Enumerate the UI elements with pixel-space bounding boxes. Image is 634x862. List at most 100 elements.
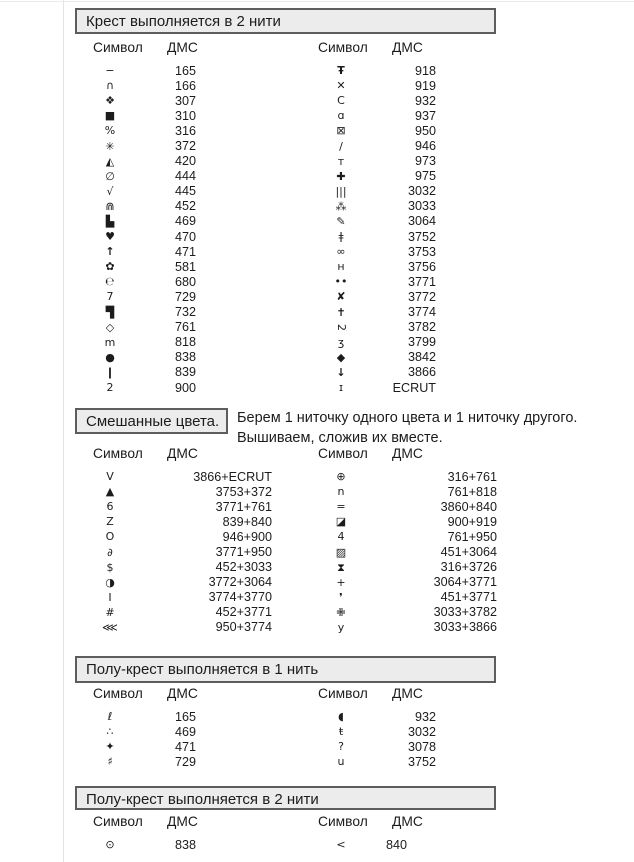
dmc-number: 3771 xyxy=(407,274,436,289)
legend-row: / 946 xyxy=(318,138,436,153)
stitch-symbol: √ xyxy=(106,184,114,198)
dmc-number: 3782 xyxy=(407,320,436,335)
dmc-number: 471 xyxy=(174,739,196,754)
stitch-symbol: ɑ xyxy=(337,109,345,123)
dmc-number: 3752 xyxy=(407,229,436,244)
symbol-column-header: Символ xyxy=(318,446,368,461)
stitch-symbol: ◆ xyxy=(336,350,346,364)
dmc-column-header: ДМС xyxy=(392,814,423,829)
legend-row: ▜ 732 xyxy=(93,305,198,320)
dmc-number: 950 xyxy=(414,123,436,138)
stitch-symbol: ⊠ xyxy=(336,124,346,138)
stitch-symbol: ◇ xyxy=(105,320,115,334)
legend-row: ▨ 451+3064 xyxy=(318,544,497,559)
legend-row: ℮ 680 xyxy=(93,274,198,289)
half-cross-1-left-table: Символ ДМС ℓ 165 ∴ 469 ✦ 471 ♯ 729 xyxy=(93,686,198,769)
dmc-number: 316+3726 xyxy=(440,560,497,575)
stitch-symbol: ◪ xyxy=(335,515,347,529)
legend-row: ✿ 581 xyxy=(93,259,198,274)
legend-row: O 946+900 xyxy=(93,529,272,544)
legend-row: ✝ 3774 xyxy=(318,305,436,320)
stitch-symbol: ■ xyxy=(104,109,116,123)
stitch-symbol: ✚ xyxy=(336,169,346,183)
stitch-symbol: ✘ xyxy=(336,290,346,304)
dmc-number: 469 xyxy=(174,724,196,739)
column-headers: Символ ДМС xyxy=(318,686,436,702)
dmc-number: 3064 xyxy=(407,214,436,229)
stitch-symbol: $ xyxy=(106,560,114,574)
legend-row: н 3756 xyxy=(318,259,436,274)
mixed-colors-left-table: Символ ДМС V 3866+ECRUT ▲ 3753+372 6 3771+761 Z 8… xyxy=(93,446,272,635)
dmc-number: 469 xyxy=(174,214,196,229)
dmc-number: 3032 xyxy=(407,724,436,739)
dmc-number: 3860+840 xyxy=(440,499,497,514)
legend-row: 6 3771+761 xyxy=(93,499,273,514)
stitch-symbol: ◑ xyxy=(105,575,115,589)
dmc-number: 3753 xyxy=(407,244,436,259)
stitch-symbol: •• xyxy=(334,275,348,289)
dmc-number: 918 xyxy=(414,63,436,78)
legend-row: 7 729 xyxy=(93,289,198,304)
stitch-symbol: C xyxy=(337,94,345,108)
section-header-cross-2-threads: Крест выполняется в 2 нити xyxy=(75,8,496,34)
legend-row: ✚ 975 xyxy=(318,169,436,184)
stitch-symbol: u xyxy=(337,755,345,769)
dmc-number: 471 xyxy=(174,244,196,259)
stitch-symbol: ∞ xyxy=(336,245,346,259)
dmc-number: 3753+372 xyxy=(215,484,272,499)
dmc-number: 3772+3064 xyxy=(208,575,272,590)
stitch-symbol: ∅ xyxy=(105,169,115,183)
symbol-column-header: Символ xyxy=(93,446,143,461)
column-headers: Символ ДМС xyxy=(93,814,198,830)
legend-row: ❖ 307 xyxy=(93,93,198,108)
dmc-number: 452 xyxy=(174,199,196,214)
dmc-number: 919 xyxy=(414,78,436,93)
dmc-number: 445 xyxy=(174,184,196,199)
dmc-number: 3799 xyxy=(407,335,436,350)
stitch-symbol: ? xyxy=(338,740,344,754)
legend-row: m 818 xyxy=(93,335,198,350)
stitch-symbol: ❜ xyxy=(339,590,343,604)
section-title: Полу-крест выполняется в 1 нить xyxy=(86,661,319,678)
dmc-number: 3771+761 xyxy=(215,499,272,514)
legend-row: ⋒ 452 xyxy=(93,199,198,214)
column-headers: Символ ДМС xyxy=(318,40,436,56)
dmc-column-header: ДМС xyxy=(167,40,198,55)
legend-row: ✦ 471 xyxy=(93,739,198,754)
stitch-symbol: ⁂ xyxy=(335,199,347,213)
legend-row: ■ 310 xyxy=(93,108,198,123)
dmc-number: 3842 xyxy=(407,350,436,365)
stitch-symbol: ▜ xyxy=(105,305,115,319)
dmc-number: 973 xyxy=(414,154,436,169)
dmc-number: 452+3033 xyxy=(215,560,272,575)
stitch-symbol: ✝ xyxy=(336,305,346,319)
stitch-symbol: ▙ xyxy=(105,214,115,228)
legend-row: ✳ 372 xyxy=(93,138,198,153)
dmc-number: 839+840 xyxy=(222,514,272,529)
legend-row: ∅ 444 xyxy=(93,169,198,184)
dmc-number: 975 xyxy=(414,169,436,184)
dmc-number: 452+3771 xyxy=(215,605,272,620)
dmc-number: ECRUT xyxy=(392,380,436,395)
legend-row: ⁂ 3033 xyxy=(318,199,437,214)
dmc-number: 761 xyxy=(174,320,196,335)
dmc-number: 680 xyxy=(174,274,196,289)
dmc-number: 3774 xyxy=(407,305,436,320)
dmc-number: 937 xyxy=(414,108,436,123)
legend-row: т 973 xyxy=(318,154,436,169)
stitch-symbol: ❙ xyxy=(105,365,115,379)
stitch-symbol: ⊕ xyxy=(336,470,346,484)
dmc-column-header: ДМС xyxy=(167,446,198,461)
stitch-symbol: ♥ xyxy=(105,230,115,244)
half-cross-2-right-table: Символ ДМС <840 xyxy=(318,814,423,852)
stitch-symbol: # xyxy=(105,605,115,619)
legend-row: ✘ 3772 xyxy=(318,289,436,304)
symbol-column-header: Символ xyxy=(93,40,143,55)
legend-row: ⊕ 316+761 xyxy=(318,469,497,484)
legend-row: − 165 xyxy=(93,63,198,78)
dmc-number: 900+919 xyxy=(447,514,497,529)
dmc-number: 165 xyxy=(174,709,196,724)
dmc-number: 3033+3782 xyxy=(433,605,497,620)
cross-2-threads-left-table: Символ ДМС − 165 ∩ 166 ❖ 307 ■ 310% 316 ✳ 372 ◭ 420 ∅ 44… xyxy=(93,40,198,395)
stitch-symbol: 7 xyxy=(106,290,114,304)
